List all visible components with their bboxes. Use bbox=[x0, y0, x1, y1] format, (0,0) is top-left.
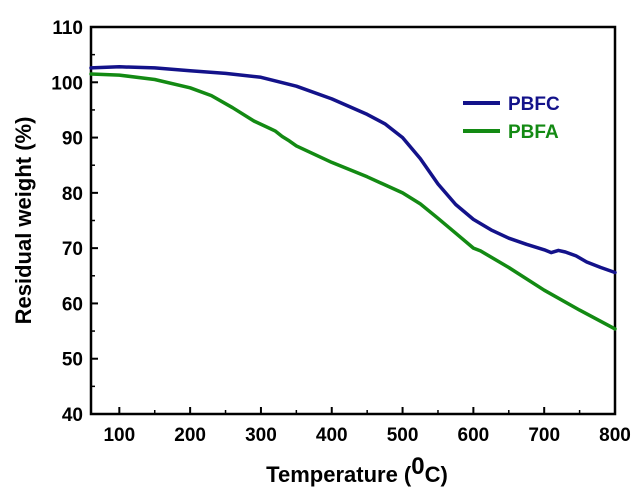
x-axis-title-main: Temperature ( bbox=[266, 462, 412, 487]
y-tick-label: 40 bbox=[62, 405, 83, 426]
y-tick-label: 60 bbox=[62, 294, 83, 315]
x-tick-label: 300 bbox=[245, 425, 277, 446]
y-tick-label: 70 bbox=[62, 239, 83, 260]
x-tick-label: 400 bbox=[316, 425, 348, 446]
plot-frame bbox=[89, 25, 617, 416]
y-tick-label: 90 bbox=[62, 129, 83, 150]
series-lines bbox=[89, 65, 617, 331]
x-axis-title-sup: 0 bbox=[411, 453, 424, 480]
x-tick-label: 200 bbox=[174, 425, 206, 446]
y-axis-ticks: 40 50 60 70 80 90 100 110 bbox=[51, 18, 98, 426]
y-tick-label: 100 bbox=[51, 73, 83, 94]
x-tick-label: 700 bbox=[528, 425, 560, 446]
plot-area: 100 200 300 400 500 600 700 800 40 50 60 70 80 90 100… bbox=[51, 18, 631, 446]
legend: PBFC PBFA bbox=[463, 94, 560, 143]
x-tick-label: 800 bbox=[599, 425, 631, 446]
x-axis-title: Temperature (0C) bbox=[266, 453, 448, 487]
x-tick-label: 500 bbox=[387, 425, 419, 446]
y-tick-label: 80 bbox=[62, 184, 83, 205]
series-line-pbfc bbox=[89, 65, 617, 275]
y-tick-label: 110 bbox=[52, 18, 83, 39]
legend-label-pbfc: PBFC bbox=[508, 94, 560, 115]
y-axis-title: Residual weight (%) bbox=[11, 117, 36, 325]
y-tick-label: 50 bbox=[62, 350, 83, 371]
legend-label-pbfa: PBFA bbox=[508, 122, 559, 143]
x-axis-ticks: 100 200 300 400 500 600 700 800 bbox=[103, 407, 631, 446]
x-axis-title-end: C) bbox=[425, 462, 448, 487]
series-line-pbfa bbox=[89, 72, 617, 331]
x-tick-label: 100 bbox=[103, 425, 135, 446]
x-tick-label: 600 bbox=[458, 425, 490, 446]
